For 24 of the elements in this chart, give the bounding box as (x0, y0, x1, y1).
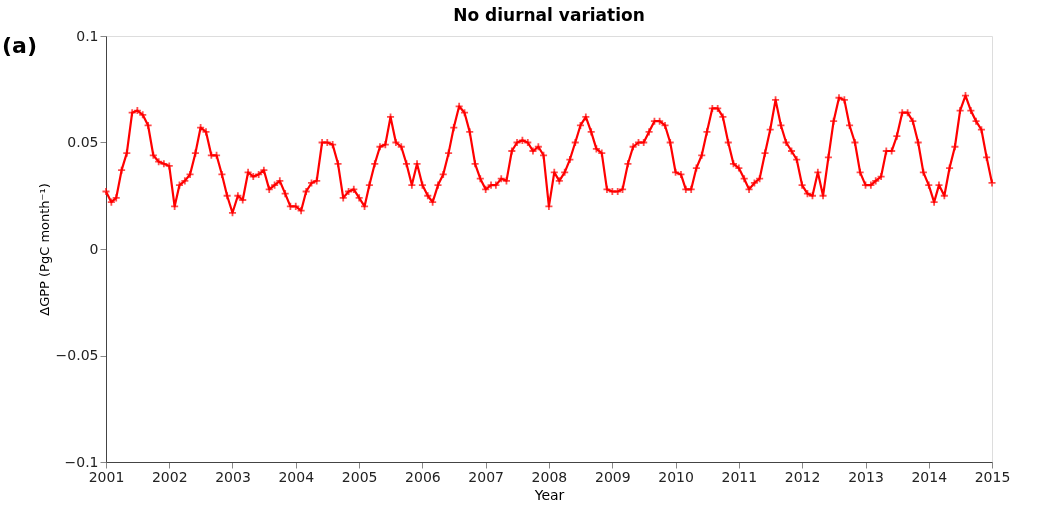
y-tick-label: −0.05 (55, 347, 99, 363)
x-tick-label: 2005 (341, 468, 378, 485)
x-tick-label: 2004 (278, 468, 315, 485)
x-tick-label: 2008 (531, 468, 568, 485)
x-tick-label: 2011 (721, 468, 758, 485)
x-tick-label: 2006 (405, 468, 441, 485)
x-tick-label: 2012 (784, 468, 821, 485)
text: (a) (2, 33, 37, 58)
x-tick-label: 2009 (595, 468, 631, 485)
x-tick-label: 2014 (911, 468, 948, 485)
y-tick-label: 0.1 (76, 27, 99, 44)
x-tick-label: 2001 (88, 468, 125, 485)
x-tick-label: 2013 (848, 468, 884, 485)
x-axis-title: Year (533, 486, 565, 503)
y-tick-label: 0 (89, 240, 99, 257)
x-tick-label: 2007 (468, 468, 504, 485)
chart-title: No diurnal variation (453, 5, 645, 25)
x-tick-label: 2010 (658, 468, 694, 485)
y-tick-label: −0.1 (64, 453, 99, 470)
y-axis-title: ΔGPP (PgC month⁻¹) (36, 183, 52, 316)
y-tick-label: 0.05 (67, 134, 99, 150)
x-tick-label: 2003 (215, 468, 251, 485)
x-tick-label: 2015 (974, 468, 1011, 485)
x-tick-label: 2002 (151, 468, 188, 485)
